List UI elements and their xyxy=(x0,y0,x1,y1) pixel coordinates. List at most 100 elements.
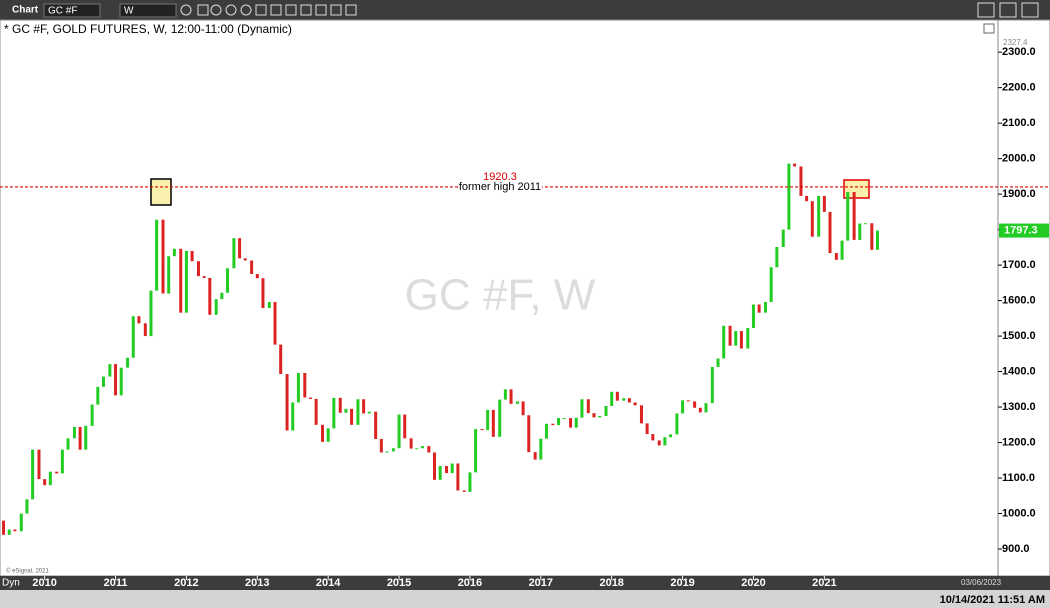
x-tick-label: 2013 xyxy=(245,577,269,589)
price-bar xyxy=(291,402,295,431)
last-price-label: 1797.3 xyxy=(1004,224,1038,236)
price-bar xyxy=(385,451,389,453)
price-bar xyxy=(250,260,254,274)
x-tick-label: 2014 xyxy=(316,577,341,589)
price-bar xyxy=(751,304,755,328)
status-bar xyxy=(0,590,1050,608)
price-bar xyxy=(332,397,336,429)
price-bar xyxy=(72,426,76,439)
price-bar xyxy=(84,425,88,450)
price-bar xyxy=(663,437,667,446)
price-bar xyxy=(326,428,330,442)
price-bar xyxy=(397,414,401,449)
price-bar xyxy=(303,372,307,398)
scale-high: 2327.4 xyxy=(1003,38,1028,47)
price-bar xyxy=(533,452,537,460)
price-bar xyxy=(55,471,59,474)
price-bar xyxy=(367,411,371,414)
price-bar xyxy=(243,258,247,261)
price-bar xyxy=(403,414,407,439)
price-bar xyxy=(190,250,194,262)
price-bar xyxy=(450,463,454,474)
price-bar xyxy=(427,446,431,453)
y-tick-label: 1000.0 xyxy=(1002,507,1036,519)
price-bar xyxy=(96,386,100,405)
price-bar xyxy=(539,438,543,460)
price-bar xyxy=(793,163,797,167)
symbol-box[interactable] xyxy=(43,3,101,18)
price-bar xyxy=(799,166,803,196)
price-bar xyxy=(675,413,679,435)
price-bar xyxy=(90,404,94,426)
price-bar xyxy=(722,325,726,359)
price-bar xyxy=(468,472,472,492)
price-bar xyxy=(19,513,23,532)
price-bar xyxy=(161,219,165,294)
interval-box[interactable] xyxy=(119,3,177,18)
price-bar xyxy=(415,448,419,450)
price-bar xyxy=(734,331,738,346)
price-bar xyxy=(562,418,566,420)
price-bar xyxy=(108,364,112,377)
price-bar xyxy=(704,403,708,413)
reference-label-bg xyxy=(458,180,542,193)
price-bar xyxy=(13,529,17,532)
price-bar xyxy=(870,223,874,250)
price-bar xyxy=(610,391,614,407)
price-bar xyxy=(486,409,490,431)
toolbar-icons[interactable] xyxy=(180,2,1039,18)
interval-input[interactable]: W xyxy=(124,6,134,17)
price-bar xyxy=(202,276,206,278)
price-bar xyxy=(362,399,366,414)
price-bar xyxy=(764,302,768,313)
price-bar xyxy=(172,248,176,257)
price-bar xyxy=(391,448,395,452)
price-bar xyxy=(651,434,655,441)
y-tick-label: 1900.0 xyxy=(1002,188,1036,200)
price-bar xyxy=(179,248,183,313)
price-bar xyxy=(615,391,619,401)
y-tick-label: 1200.0 xyxy=(1002,436,1036,448)
price-bar xyxy=(592,413,596,418)
price-bar xyxy=(710,366,714,404)
x-tick-label: 2019 xyxy=(670,577,694,589)
price-bar xyxy=(184,250,188,313)
y-tick-label: 2000.0 xyxy=(1002,153,1036,165)
price-bar xyxy=(876,230,880,250)
panel-button[interactable] xyxy=(983,23,995,34)
symbol-input[interactable]: GC #F xyxy=(48,6,77,17)
price-bar xyxy=(775,247,779,268)
price-bar xyxy=(557,418,561,426)
price-bar xyxy=(693,401,697,408)
y-tick-label: 1100.0 xyxy=(1002,472,1035,484)
price-bar xyxy=(604,406,608,416)
price-bar xyxy=(296,372,300,403)
price-bar xyxy=(728,325,732,346)
price-bar xyxy=(746,327,750,349)
watermark: GC #F, W xyxy=(405,271,596,320)
price-bar xyxy=(863,223,867,225)
price-bar xyxy=(438,465,442,480)
price-bar xyxy=(338,397,342,413)
time-axis xyxy=(0,576,1050,590)
y-tick-label: 1300.0 xyxy=(1002,401,1036,413)
copyright: © eSignal, 2021 xyxy=(6,568,49,575)
price-bar xyxy=(586,399,590,414)
price-bar xyxy=(273,302,277,345)
price-bar xyxy=(622,398,626,401)
price-bar xyxy=(474,429,478,473)
price-bar xyxy=(627,398,631,403)
price-bar xyxy=(822,195,826,212)
price-bar xyxy=(580,399,584,418)
price-bar xyxy=(810,201,814,237)
timestamp: 10/14/2021 11:51 AM xyxy=(940,594,1045,606)
price-bar xyxy=(569,418,573,428)
axis-mode[interactable]: Dyn xyxy=(2,578,20,589)
price-bar xyxy=(114,364,118,396)
price-bar xyxy=(445,465,449,474)
y-tick-label: 1400.0 xyxy=(1002,365,1036,377)
price-axis xyxy=(997,19,1050,577)
x-tick-label: 2015 xyxy=(387,577,411,589)
